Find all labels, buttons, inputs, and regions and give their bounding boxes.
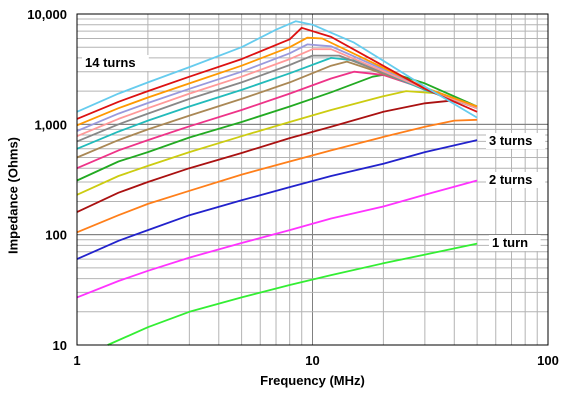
series-line-6 <box>76 90 478 196</box>
tick-labels: 1 10 100 10 100 1,000 10,000 <box>27 7 559 368</box>
annotation-bg <box>486 172 546 188</box>
series-annotation: 14 turns <box>85 55 136 70</box>
series-line-12 <box>76 48 478 138</box>
plot-frame <box>76 13 549 346</box>
annotations: 14 turns 3 turns 2 turns 1 turn <box>82 55 546 251</box>
y-tick-label: 100 <box>45 228 67 243</box>
series-annotation: 1 turn <box>492 235 528 250</box>
series-lines <box>76 20 478 346</box>
annotation-bg <box>82 55 149 71</box>
x-axis-label: Frequency (MHz) <box>260 373 365 388</box>
series-line-13 <box>76 43 478 132</box>
series-line-1 <box>107 242 478 346</box>
series-annotation: 2 turns <box>489 172 532 187</box>
series-line-14 <box>76 36 478 127</box>
y-tick-label: 1,000 <box>34 117 67 132</box>
x-tick-label: 1 <box>73 353 80 368</box>
series-annotation: 3 turns <box>489 133 532 148</box>
series-line-3 <box>76 139 478 260</box>
x-tick-label: 100 <box>537 353 559 368</box>
annotation-bg <box>489 235 541 251</box>
series-line-4 <box>76 118 478 234</box>
series-line-2 <box>76 179 478 299</box>
y-tick-label: 10,000 <box>27 7 67 22</box>
series-line-15 <box>76 26 478 120</box>
series-line-16 <box>76 20 478 119</box>
annotation-bg <box>486 133 546 149</box>
series-line-11 <box>76 54 478 143</box>
y-tick-label: 10 <box>53 338 67 353</box>
x-tick-label: 10 <box>305 353 319 368</box>
y-axis-label: Impedance (Ohms) <box>5 136 21 255</box>
series-line-5 <box>76 99 478 213</box>
